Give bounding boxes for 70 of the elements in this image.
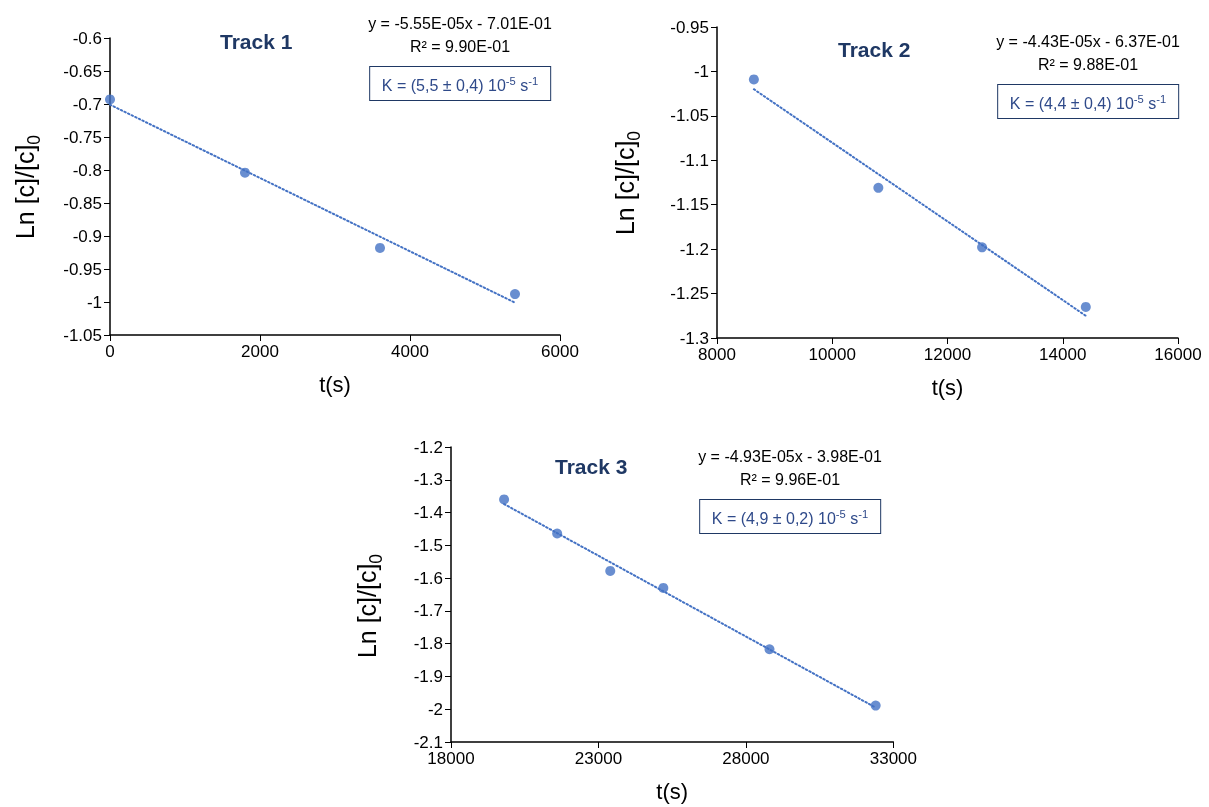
- x-tick-label: 23000: [574, 749, 623, 768]
- annotation: K = (5,5 ± 0,4) 10$^{-5}$ s$^{-1}$: [368, 66, 552, 102]
- annotation: R² = 9.88E-01: [1036, 55, 1140, 75]
- y-tick-label: -1.9: [413, 666, 443, 686]
- x-tick-label: 0: [105, 342, 115, 361]
- point: [748, 74, 759, 85]
- y-tick-label: -0.65: [63, 61, 102, 81]
- y-tick-label: -1.05: [670, 106, 709, 126]
- x-tick-label: 16000: [1154, 345, 1202, 364]
- chart-title: Track 1: [220, 30, 293, 53]
- x-tick-label: 10000: [808, 345, 856, 364]
- point: [105, 94, 115, 105]
- y-tick-label: -1.6: [413, 568, 443, 588]
- point: [658, 582, 669, 593]
- y-tick-label: -1.05: [63, 325, 102, 345]
- point: [499, 494, 510, 505]
- point: [977, 242, 988, 253]
- point: [870, 700, 881, 711]
- y-tick-label: -1.8: [413, 634, 443, 654]
- y-tick-label: -1: [693, 61, 709, 81]
- y-tick-label: -1.15: [670, 195, 709, 215]
- point: [1080, 301, 1091, 312]
- y-tick-label: -2.1: [413, 732, 443, 752]
- x-tick-label: 2000: [241, 342, 279, 361]
- y-tick-label: -1.1: [679, 150, 709, 170]
- annotation: y = -4.43E-05x - 6.37E-01: [996, 32, 1180, 52]
- x-axis-title: t(s): [931, 374, 964, 400]
- text: y = -5.55E-05x - 7.01E-01: [368, 14, 552, 34]
- y-tick-label: -0.7: [72, 94, 102, 114]
- x-tick-label: 18000: [427, 749, 475, 768]
- x-tick-label: 28000: [722, 749, 770, 768]
- x-axis-title: t(s): [319, 371, 351, 397]
- y-tick-label: -0.8: [72, 160, 102, 180]
- y-tick-label: -1.25: [670, 284, 709, 304]
- y-tick-label: -0.95: [670, 17, 709, 37]
- y-tick-label: -0.9: [72, 226, 102, 246]
- annotation: R² = 9.96E-01: [738, 470, 842, 490]
- x-axis-title: t(s): [656, 778, 689, 804]
- y-tick-label: -1.5: [413, 535, 443, 555]
- point: [375, 242, 385, 253]
- annotation: y = -4.93E-05x - 3.98E-01: [698, 447, 882, 467]
- text: Track 2: [838, 38, 911, 61]
- point: [240, 167, 250, 178]
- point: [510, 289, 520, 300]
- y-tick-label: -1.3: [679, 328, 709, 348]
- annotation: R² = 9.90E-01: [408, 37, 512, 57]
- y-tick-label: -0.95: [63, 259, 102, 279]
- y-tick-label: -0.6: [72, 28, 102, 48]
- point: [873, 182, 884, 193]
- y-tick-label: -1: [86, 292, 102, 312]
- y-tick-label: -0.85: [63, 193, 102, 213]
- y-tick-label: -1.2: [413, 437, 443, 457]
- x-tick-label: 4000: [391, 342, 429, 361]
- x-tick-label: 14000: [1039, 345, 1087, 364]
- y-tick-label: -0.75: [63, 127, 102, 147]
- annotation: K = (4,4 ± 0,4) 10$^{-5}$ s$^{-1}$: [996, 84, 1180, 120]
- y-tick-label: -1.7: [413, 601, 443, 621]
- x-tick-label: 8000: [698, 345, 736, 364]
- chart-title: Track 3: [555, 455, 628, 478]
- x-tick-label: 33000: [869, 749, 917, 768]
- y-tick-label: -1.4: [413, 503, 443, 523]
- point: [764, 644, 775, 655]
- y-tick-label: -1.3: [413, 470, 443, 490]
- point: [552, 528, 563, 539]
- point: [605, 565, 616, 576]
- x-tick-label: 6000: [541, 342, 579, 361]
- y-tick-label: -1.2: [679, 239, 709, 259]
- annotation: K = (4,9 ± 0,2) 10$^{-5}$ s$^{-1}$: [698, 499, 882, 535]
- y-tick-label: -2: [427, 699, 443, 719]
- x-tick-label: 12000: [923, 345, 972, 364]
